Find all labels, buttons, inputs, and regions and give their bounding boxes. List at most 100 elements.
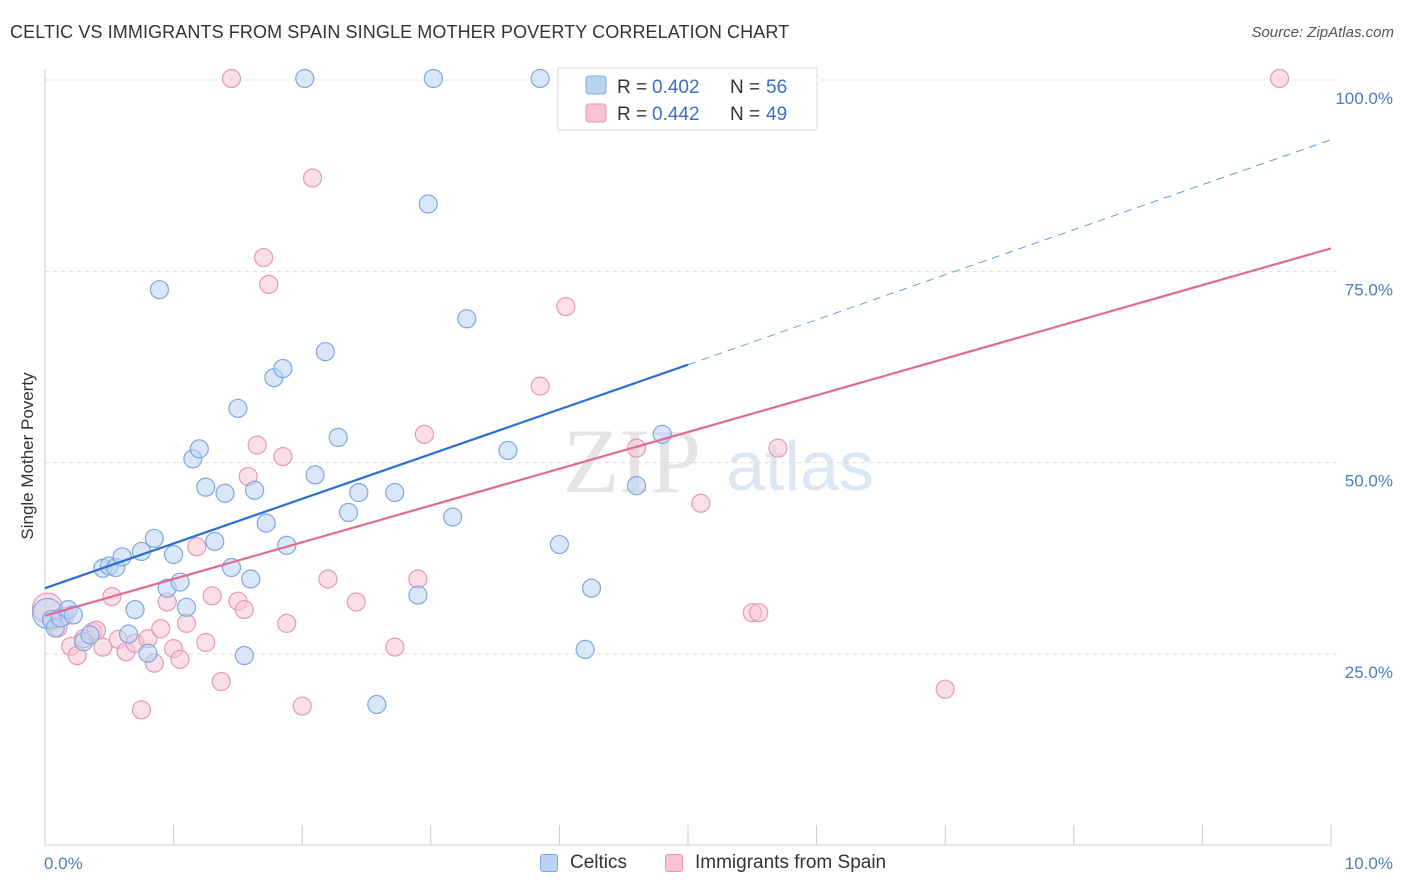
legend-swatch-celtics xyxy=(585,75,607,95)
celtics-point-52 xyxy=(575,639,595,660)
celtics-point-15 xyxy=(138,643,158,663)
spain-point-42 xyxy=(530,376,550,396)
legend-top: R = 0.402 N = 56 R = 0.442 N = 49 xyxy=(557,67,818,131)
trend-line-spain xyxy=(44,247,1332,617)
celtics-point-11 xyxy=(112,547,132,567)
spain-point-22 xyxy=(187,537,207,557)
celtics-point-48 xyxy=(457,309,477,329)
spain-point-45 xyxy=(691,493,711,513)
celtics-point-24 xyxy=(196,477,216,497)
spain-point-35 xyxy=(292,696,312,716)
legend-swatch-spain xyxy=(585,103,607,123)
celtics-point-13 xyxy=(125,600,145,620)
legend-bottom: Celtics Immigrants from Spain xyxy=(0,852,1406,878)
series-spain-points xyxy=(31,68,1290,720)
y-tick-labels: 25.0% 50.0% 75.0% 100.0% xyxy=(1335,89,1393,682)
source-credit: Source: ZipAtlas.com xyxy=(1251,24,1394,41)
spain-point-38 xyxy=(346,592,366,612)
celtics-point-42 xyxy=(367,694,387,715)
legend-n-value-celtics: 56 xyxy=(766,77,787,98)
watermark: ZIP atlas xyxy=(563,410,874,512)
legend-swatch-spain-bottom xyxy=(665,854,683,872)
celtics-point-46 xyxy=(423,68,443,89)
spain-point-39 xyxy=(385,637,405,657)
legend-r-value-celtics: 0.402 xyxy=(652,77,700,98)
spain-point-26 xyxy=(221,68,242,89)
spain-point-23 xyxy=(196,632,216,653)
chart-title: CELTIC VS IMMIGRANTS FROM SPAIN SINGLE M… xyxy=(10,22,790,42)
celtics-point-31 xyxy=(245,480,265,500)
celtics-point-38 xyxy=(315,342,335,362)
celtics-point-25 xyxy=(205,531,225,552)
x-tick-labels: 0.0% 10.0% xyxy=(44,854,1393,873)
celtics-point-43 xyxy=(385,482,405,503)
celtics-point-37 xyxy=(305,465,325,485)
spain-point-20 xyxy=(170,649,190,669)
celtics-point-21 xyxy=(176,597,197,617)
spain-point-9 xyxy=(93,637,113,657)
spain-point-43 xyxy=(556,296,576,317)
celtics-point-32 xyxy=(256,513,276,533)
y-tick-label-1: 50.0% xyxy=(1345,472,1393,491)
legend-n-label-celtics: N = xyxy=(730,77,760,98)
celtics-point-23 xyxy=(189,439,209,459)
spain-point-49 xyxy=(935,679,955,699)
spain-point-21 xyxy=(176,613,197,633)
celtics-point-40 xyxy=(338,502,359,523)
spain-point-28 xyxy=(234,600,254,620)
celtics-point-53 xyxy=(581,578,602,598)
spain-point-36 xyxy=(302,168,323,188)
celtics-point-45 xyxy=(418,194,438,214)
trend-line-celtics-extension xyxy=(687,139,1332,366)
y-tick-label-2: 75.0% xyxy=(1345,280,1393,299)
celtics-point-16 xyxy=(144,528,164,549)
legend-n-value-spain: 49 xyxy=(766,104,787,125)
legend-item-celtics: Celtics xyxy=(540,852,627,874)
legend-label-spain: Immigrants from Spain xyxy=(695,852,887,873)
celtics-point-41 xyxy=(349,482,369,503)
axes xyxy=(44,70,1332,846)
celtics-point-7 xyxy=(80,625,100,645)
celtics-point-28 xyxy=(228,398,248,418)
spain-point-40 xyxy=(408,569,428,589)
celtics-point-30 xyxy=(241,569,261,589)
celtics-point-29 xyxy=(234,645,254,666)
celtics-point-54 xyxy=(626,476,647,496)
celtics-point-50 xyxy=(530,68,550,89)
celtics-point-5 xyxy=(63,605,83,625)
legend-n-label-spain: N = xyxy=(730,104,760,125)
legend-r-label-celtics: R = xyxy=(617,77,647,98)
celtics-point-12 xyxy=(118,624,139,644)
spain-point-48 xyxy=(768,438,788,458)
legend-swatch-celtics-bottom xyxy=(540,854,558,872)
spain-point-30 xyxy=(247,435,267,455)
spain-point-50 xyxy=(1269,68,1290,89)
spain-point-37 xyxy=(318,569,338,589)
celtics-point-36 xyxy=(295,68,315,89)
spain-point-33 xyxy=(273,446,293,467)
spain-point-34 xyxy=(277,613,297,633)
celtics-point-49 xyxy=(498,440,518,461)
celtics-point-35 xyxy=(277,535,297,555)
trend-lines xyxy=(44,139,1332,617)
spain-point-14 xyxy=(131,700,152,720)
x-tick-label-1: 10.0% xyxy=(1345,854,1393,873)
celtics-point-51 xyxy=(549,534,570,555)
spain-point-32 xyxy=(259,274,279,294)
celtics-point-26 xyxy=(215,483,235,503)
spain-point-17 xyxy=(151,619,171,639)
legend-r-label-spain: R = xyxy=(617,104,647,125)
spain-point-44 xyxy=(626,438,647,458)
spain-point-25 xyxy=(211,671,231,692)
celtics-point-34 xyxy=(273,358,293,379)
spain-point-47 xyxy=(749,603,769,623)
trend-line-celtics xyxy=(44,363,689,590)
spain-point-24 xyxy=(202,586,222,606)
x-tick-label-0: 0.0% xyxy=(44,854,83,873)
celtics-point-39 xyxy=(328,427,348,448)
y-tick-label-0: 25.0% xyxy=(1345,663,1393,682)
celtics-point-47 xyxy=(443,507,463,527)
legend-label-celtics: Celtics xyxy=(570,852,628,873)
watermark-atlas: atlas xyxy=(726,427,874,505)
